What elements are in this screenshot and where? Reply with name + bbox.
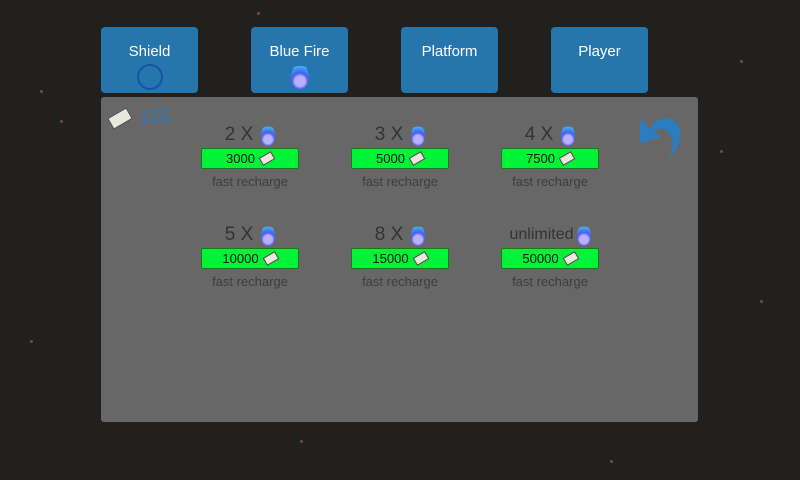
item-title: 3 X [374, 124, 404, 145]
back-arrow-icon[interactable] [636, 107, 686, 159]
upgrade-item: 2 X 3000 fast recharge [201, 122, 299, 189]
shop-panel: 155 2 X 3000 fast recharge 3 X 5000 fast… [101, 97, 698, 422]
item-desc: fast recharge [512, 274, 588, 289]
item-desc: fast recharge [512, 174, 588, 189]
buy-button[interactable]: 10000 [201, 248, 299, 269]
item-title: 2 X [224, 124, 254, 145]
item-desc: fast recharge [212, 274, 288, 289]
money-bill-icon [562, 251, 579, 266]
blue-flame-icon [261, 224, 276, 246]
item-title: unlimited [509, 226, 574, 243]
price: 50000 [522, 251, 559, 266]
money-display: 155 [107, 106, 171, 130]
blue-flame-icon [411, 124, 426, 146]
tab-label: Player [578, 43, 621, 60]
item-title: 8 X [374, 224, 404, 245]
item-desc: fast recharge [362, 274, 438, 289]
buy-button[interactable]: 7500 [501, 148, 599, 169]
money-amount: 155 [139, 107, 171, 128]
tab-label: Shield [128, 43, 171, 60]
blue-flame-icon [561, 124, 576, 146]
tab-platform[interactable]: Platform [401, 27, 498, 93]
money-bill-icon [258, 151, 276, 166]
upgrade-item: 8 X 15000 fast recharge [351, 222, 449, 289]
item-title: 5 X [224, 224, 254, 245]
money-bill-icon [262, 251, 279, 266]
tab-shield[interactable]: Shield [101, 27, 198, 93]
tab-label: Platform [421, 43, 478, 60]
money-bill-icon [558, 151, 576, 166]
item-title: 4 X [524, 124, 554, 145]
blue-flame-icon [290, 63, 309, 89]
buy-button[interactable]: 5000 [351, 148, 449, 169]
price: 7500 [526, 151, 555, 166]
price: 15000 [372, 251, 409, 266]
blue-flame-icon [411, 224, 426, 246]
price: 5000 [376, 151, 405, 166]
tab-player[interactable]: Player [551, 27, 648, 93]
buy-button[interactable]: 15000 [351, 248, 449, 269]
upgrade-item: 3 X 5000 fast recharge [351, 122, 449, 189]
money-bill-icon [408, 151, 426, 166]
blue-flame-icon [261, 124, 276, 146]
price: 3000 [226, 151, 255, 166]
upgrade-item: 5 X 10000 fast recharge [201, 222, 299, 289]
item-desc: fast recharge [212, 174, 288, 189]
tab-label: Blue Fire [269, 43, 330, 60]
shield-circle-icon [136, 64, 163, 90]
item-desc: fast recharge [362, 174, 438, 189]
blue-flame-icon [576, 224, 591, 246]
upgrade-item: 4 X 7500 fast recharge [501, 122, 599, 189]
money-bill-icon [412, 251, 429, 266]
buy-button[interactable]: 50000 [501, 248, 599, 269]
upgrade-item: unlimited 50000 fast recharge [501, 222, 599, 289]
buy-button[interactable]: 3000 [201, 148, 299, 169]
tab-blue-fire[interactable]: Blue Fire [251, 27, 348, 93]
money-bill-icon [107, 106, 133, 130]
price: 10000 [222, 251, 259, 266]
